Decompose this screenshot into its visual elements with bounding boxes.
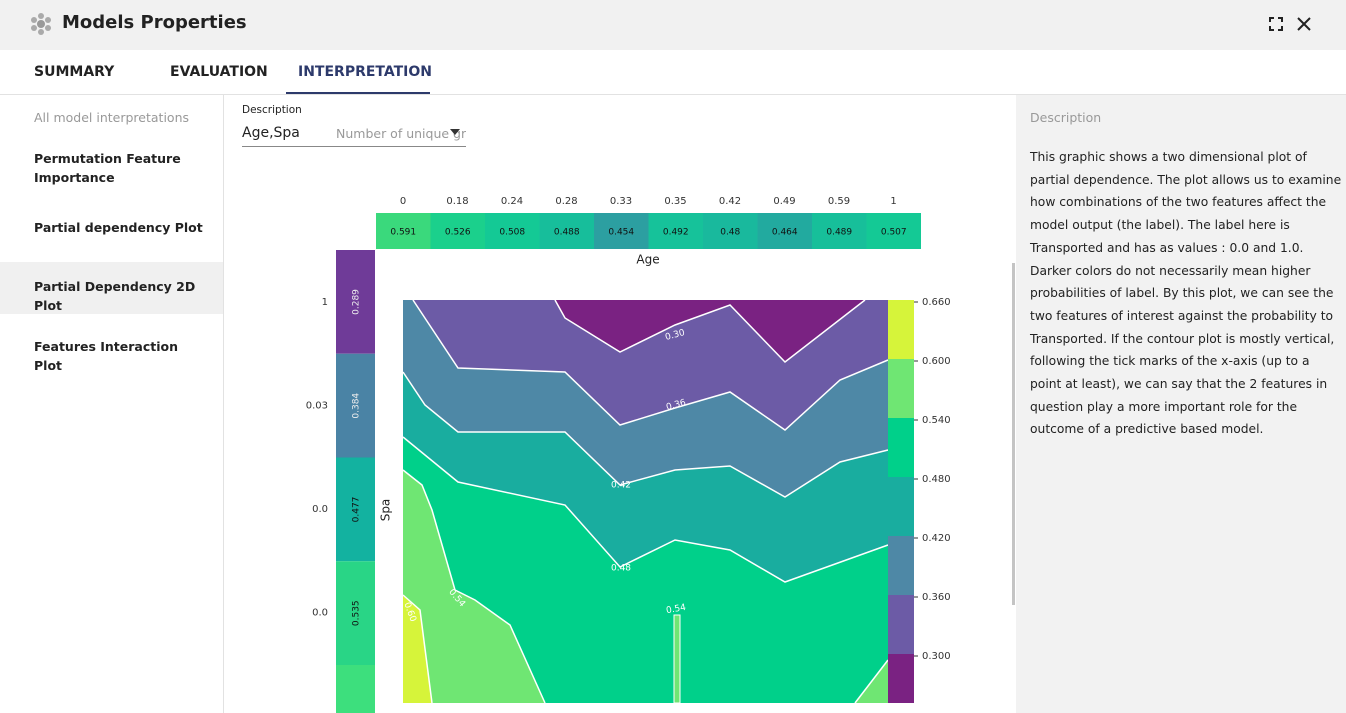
region (403, 470, 545, 703)
title: Models Properties (62, 12, 247, 33)
colorbar-tick-label: 0.540 (922, 415, 951, 426)
heat-cell (336, 353, 375, 458)
heat-value: 0.48 (720, 228, 740, 238)
scrollbar[interactable] (1012, 263, 1015, 605)
heat-value: 0.289 (352, 289, 362, 315)
colorbar-segment (888, 300, 914, 359)
heat-value: 0.454 (608, 228, 634, 238)
contour-label: 0.48 (611, 564, 631, 574)
header: Models Properties (0, 0, 1346, 50)
colorbar-tick-label: 0.600 (922, 356, 951, 367)
x-tick-label: 0.28 (555, 196, 577, 207)
colorbar-tick-label: 0.360 (922, 592, 951, 603)
heat-cell (485, 213, 540, 249)
heat-cell (757, 213, 812, 249)
x-tick-label: 0.35 (664, 196, 686, 207)
app-icon (31, 13, 51, 35)
x-tick-label: 0.49 (773, 196, 795, 207)
y-tick-label: 1 (322, 297, 328, 308)
heat-cell (430, 213, 485, 249)
sidebar-heading: All model interpretations (34, 110, 189, 125)
y-tick-label: 0.0 (312, 608, 328, 619)
y-tick-label: 0.03 (306, 401, 328, 412)
heat-cell (594, 213, 649, 249)
heat-value: 0.489 (826, 228, 852, 238)
colorbar-segment (888, 418, 914, 477)
sidebar-item[interactable]: Features Interaction Plot (34, 339, 179, 373)
colorbar-segment (888, 654, 914, 703)
tab-bar: SUMMARY EVALUATION INTERPRETATION (0, 50, 1346, 95)
heat-cell (703, 213, 758, 249)
pdp-plot: Age Spa 0.591 0.526 0.508 0.488 0.454 0.492 0.… (306, 196, 951, 713)
heat-cell (336, 457, 375, 562)
sidebar: All model interpretations Permutation Fe… (0, 95, 224, 713)
heat-value: 0.526 (445, 228, 471, 238)
colorbar-tick-label: 0.300 (922, 651, 951, 662)
colorbar-tick-label: 0.480 (922, 474, 951, 485)
colorbar-segment (888, 595, 914, 654)
sidebar-item[interactable]: Permutation Feature Importance (34, 151, 181, 185)
x-tick-label: 0.59 (828, 196, 850, 207)
heat-value: 0.591 (390, 228, 416, 238)
heat-value: 0.477 (352, 497, 362, 523)
x-tick-label: 0.24 (501, 196, 523, 207)
tab[interactable]: EVALUATION (170, 64, 268, 80)
heat-cell (812, 213, 867, 249)
heat-cell (336, 250, 375, 354)
contour-label: 0.42 (611, 481, 631, 491)
heat-value: 0.508 (499, 228, 525, 238)
x-tick-label: 0.33 (610, 196, 632, 207)
colorbar-segment (888, 536, 914, 595)
colorbar-segment (888, 359, 914, 418)
region (673, 614, 681, 704)
heat-value: 0.384 (352, 393, 362, 419)
heat-cell (866, 213, 921, 249)
x-tick-label: 0.42 (719, 196, 741, 207)
close-button[interactable] (1295, 15, 1313, 33)
tab-underline (286, 92, 430, 94)
description-panel: Description This graphic shows a two dim… (1016, 95, 1346, 713)
heat-value: 0.535 (352, 600, 362, 626)
field-label: Description (242, 104, 302, 116)
heat-cell (539, 213, 594, 249)
hint: Number of unique grid points: (Age: 10, … (336, 126, 466, 141)
heat-cell (336, 665, 375, 713)
contour-lines (402, 299, 889, 704)
x-tick-label: 0.18 (446, 196, 468, 207)
contour-label: 0.54 (665, 603, 687, 616)
heat-cell (336, 561, 375, 665)
select[interactable]: Age,Spa (242, 122, 466, 147)
heat-value: 0.488 (554, 228, 580, 238)
region (555, 300, 865, 362)
select-value: Age,Spa (242, 125, 300, 141)
fullscreen-button[interactable] (1268, 16, 1284, 32)
colorbar-segment (888, 477, 914, 536)
x-axis-label: Age (636, 253, 659, 267)
heat-value: 0.507 (881, 228, 907, 238)
heat-value: 0.464 (772, 228, 798, 238)
sidebar-item[interactable]: Partial Dependency 2D Plot (34, 279, 196, 313)
x-tick-label: 1 (890, 196, 896, 207)
description-text: This graphic shows a two dimensional plo… (1030, 150, 1342, 437)
tab[interactable]: INTERPRETATION (298, 64, 433, 80)
active-bg (0, 262, 223, 314)
y-tick-label: 0.0 (312, 504, 328, 515)
tab[interactable]: SUMMARY (34, 64, 115, 80)
heat-cell (648, 213, 703, 249)
y-axis-label: Spa (379, 499, 393, 522)
heat-value: 0.492 (663, 228, 689, 238)
sidebar-item[interactable]: Partial dependency Plot (34, 220, 203, 235)
region (403, 595, 432, 703)
heat-cell (376, 213, 431, 249)
x-tick-label: 0 (400, 196, 406, 207)
panel-heading: Description (1030, 110, 1102, 125)
colorbar-tick-label: 0.660 (922, 297, 951, 308)
dropdown-arrow (450, 129, 460, 135)
colorbar-tick-label: 0.420 (922, 533, 951, 544)
